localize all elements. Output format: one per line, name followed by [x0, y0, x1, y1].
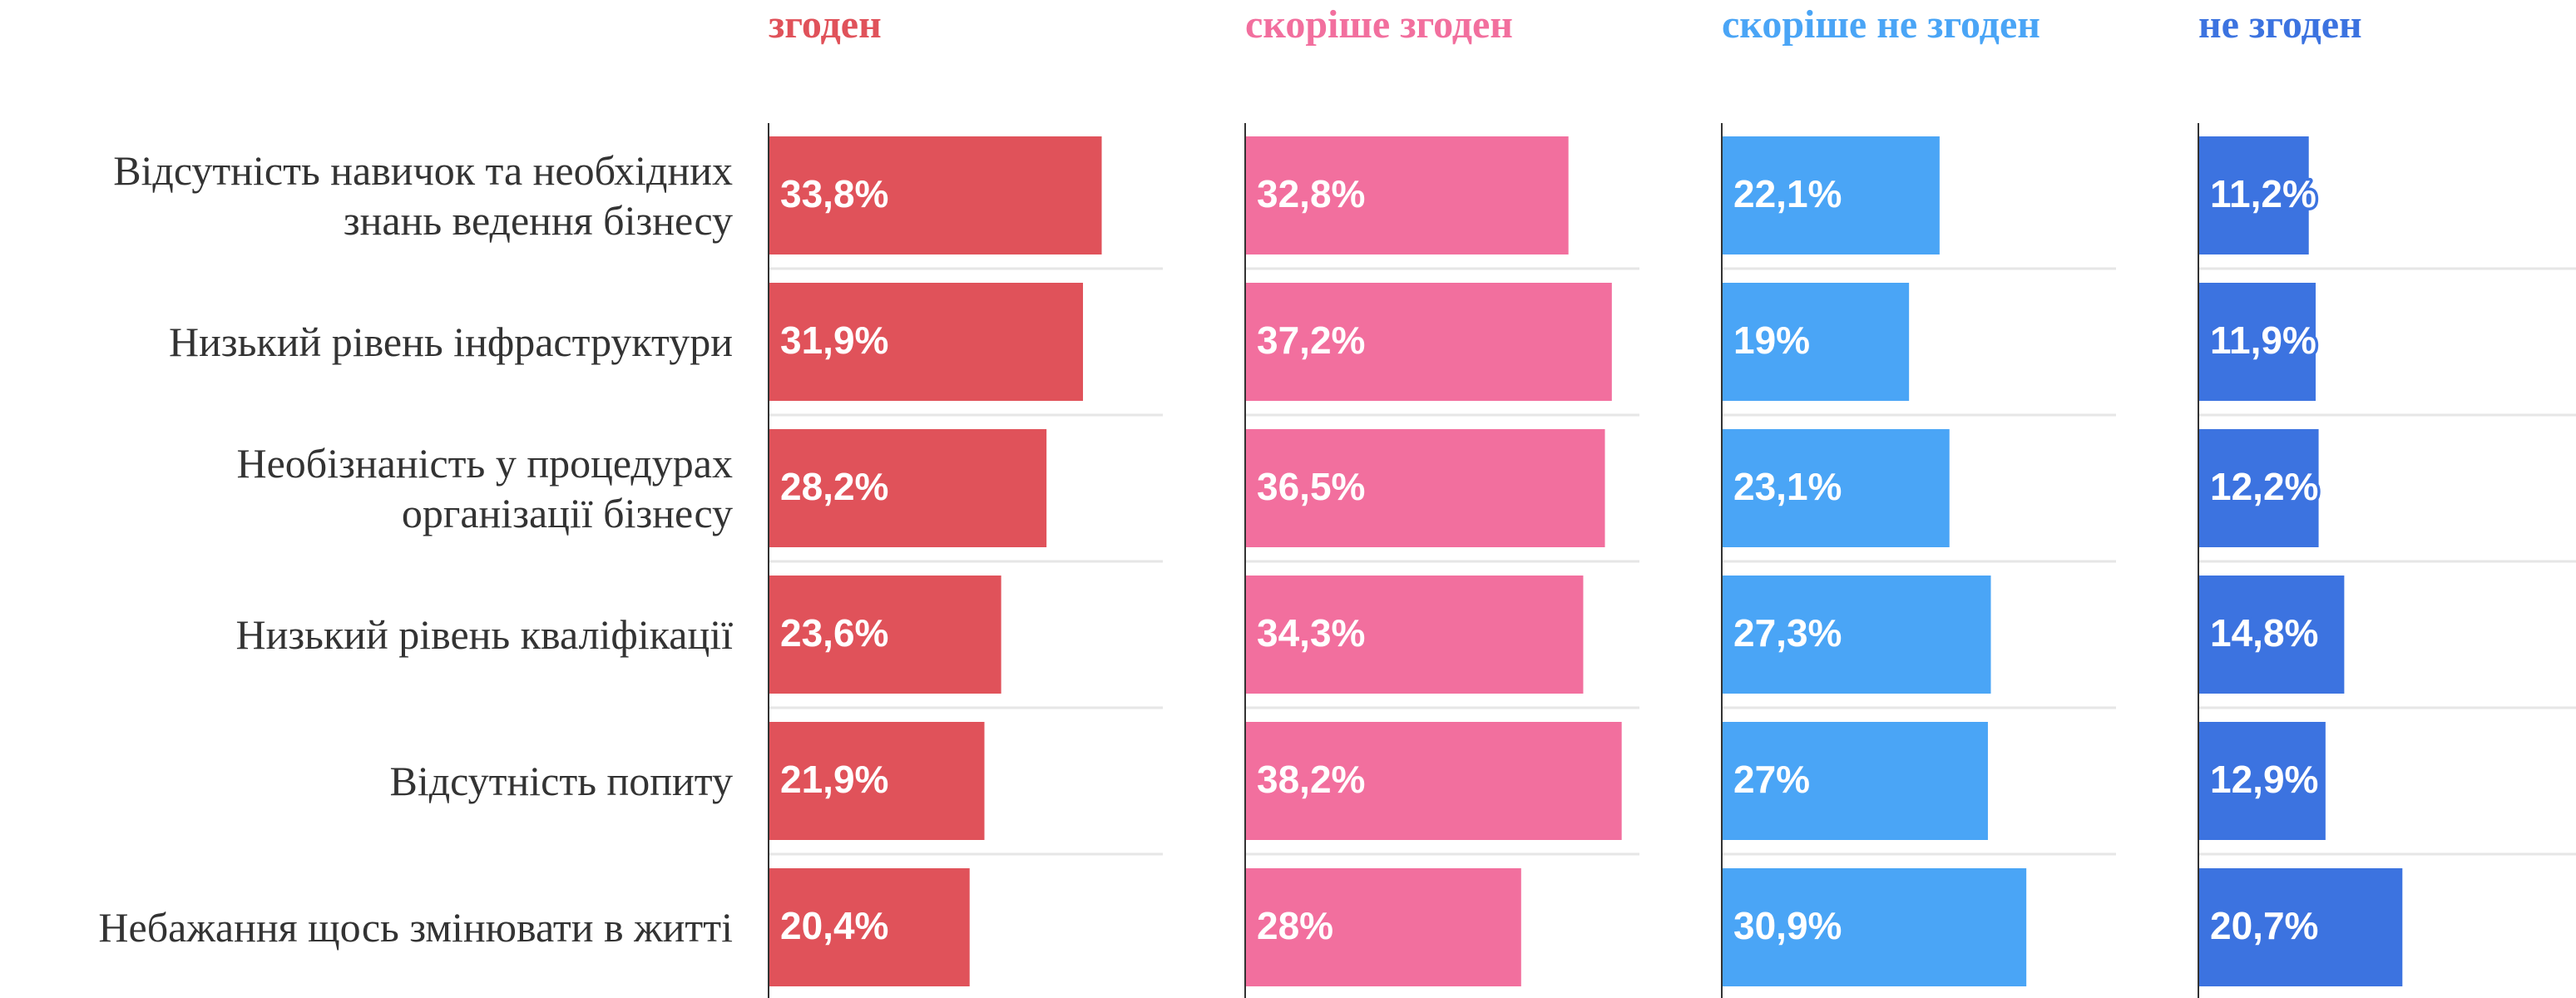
value-label: 12,2%	[2210, 465, 2318, 508]
value-label: 38,2%	[1257, 758, 1365, 801]
value-label: 28%	[1257, 904, 1333, 947]
value-label: 23,1%	[1733, 465, 1842, 508]
category-label: Низький рівень інфраструктури	[168, 319, 733, 365]
bar	[2198, 136, 2309, 254]
bar	[1722, 722, 1988, 840]
value-label: 11,9%	[2210, 319, 2316, 362]
bar	[1722, 868, 2027, 986]
bar	[1722, 136, 1940, 254]
value-label: 23,6%	[780, 611, 888, 655]
bar	[1245, 136, 1569, 254]
bar	[769, 868, 970, 986]
value-label: 20,4%	[780, 904, 888, 947]
category-label: Відсутність попиту	[389, 758, 733, 804]
bar	[769, 283, 1084, 401]
bar	[1722, 576, 1991, 694]
value-label: 36,5%	[1257, 465, 1365, 508]
bar	[2198, 868, 2403, 986]
value-label: 27,3%	[1733, 611, 1842, 655]
value-label: 21,9%	[780, 758, 888, 801]
series-header: скоріше не згоден	[1722, 2, 2040, 47]
value-label: 22,1%	[1733, 172, 1842, 215]
bar	[769, 576, 1001, 694]
category-label: Небажання щось змінювати в житті	[98, 904, 733, 951]
value-label: 33,8%	[780, 172, 888, 215]
value-label: 30,9%	[1733, 904, 1842, 947]
value-label: 32,8%	[1257, 172, 1365, 215]
series-header: скоріше згоден	[1245, 2, 1513, 47]
bar	[1245, 283, 1612, 401]
value-label: 31,9%	[780, 319, 888, 362]
value-label: 14,8%	[2210, 611, 2318, 655]
bar	[769, 722, 985, 840]
value-label: 19%	[1733, 319, 1810, 362]
bar	[769, 429, 1047, 547]
bar	[2198, 283, 2316, 401]
value-label: 37,2%	[1257, 319, 1365, 362]
category-label: Необізнаність у процедурах організації б…	[236, 440, 733, 536]
value-label: 12,9%	[2210, 758, 2318, 801]
bar	[1722, 429, 1950, 547]
bar	[1722, 283, 1910, 401]
bar	[2198, 722, 2326, 840]
bar	[2198, 576, 2345, 694]
value-label: 11,2%	[2210, 172, 2316, 215]
bar	[1245, 722, 1622, 840]
value-label: 28,2%	[780, 465, 888, 508]
value-label: 27%	[1733, 758, 1810, 801]
category-label: Низький рівень кваліфікації	[235, 611, 733, 658]
series-header: згоден	[769, 2, 882, 47]
value-label: 20,7%	[2210, 904, 2318, 947]
bar	[2198, 429, 2319, 547]
category-label: Відсутність навичок та необхідних знань …	[113, 147, 733, 244]
bar	[769, 136, 1102, 254]
series-header: не згоден	[2198, 2, 2362, 47]
value-label: 34,3%	[1257, 611, 1365, 655]
bar	[1245, 576, 1584, 694]
bar	[1245, 868, 1521, 986]
bar	[1245, 429, 1605, 547]
